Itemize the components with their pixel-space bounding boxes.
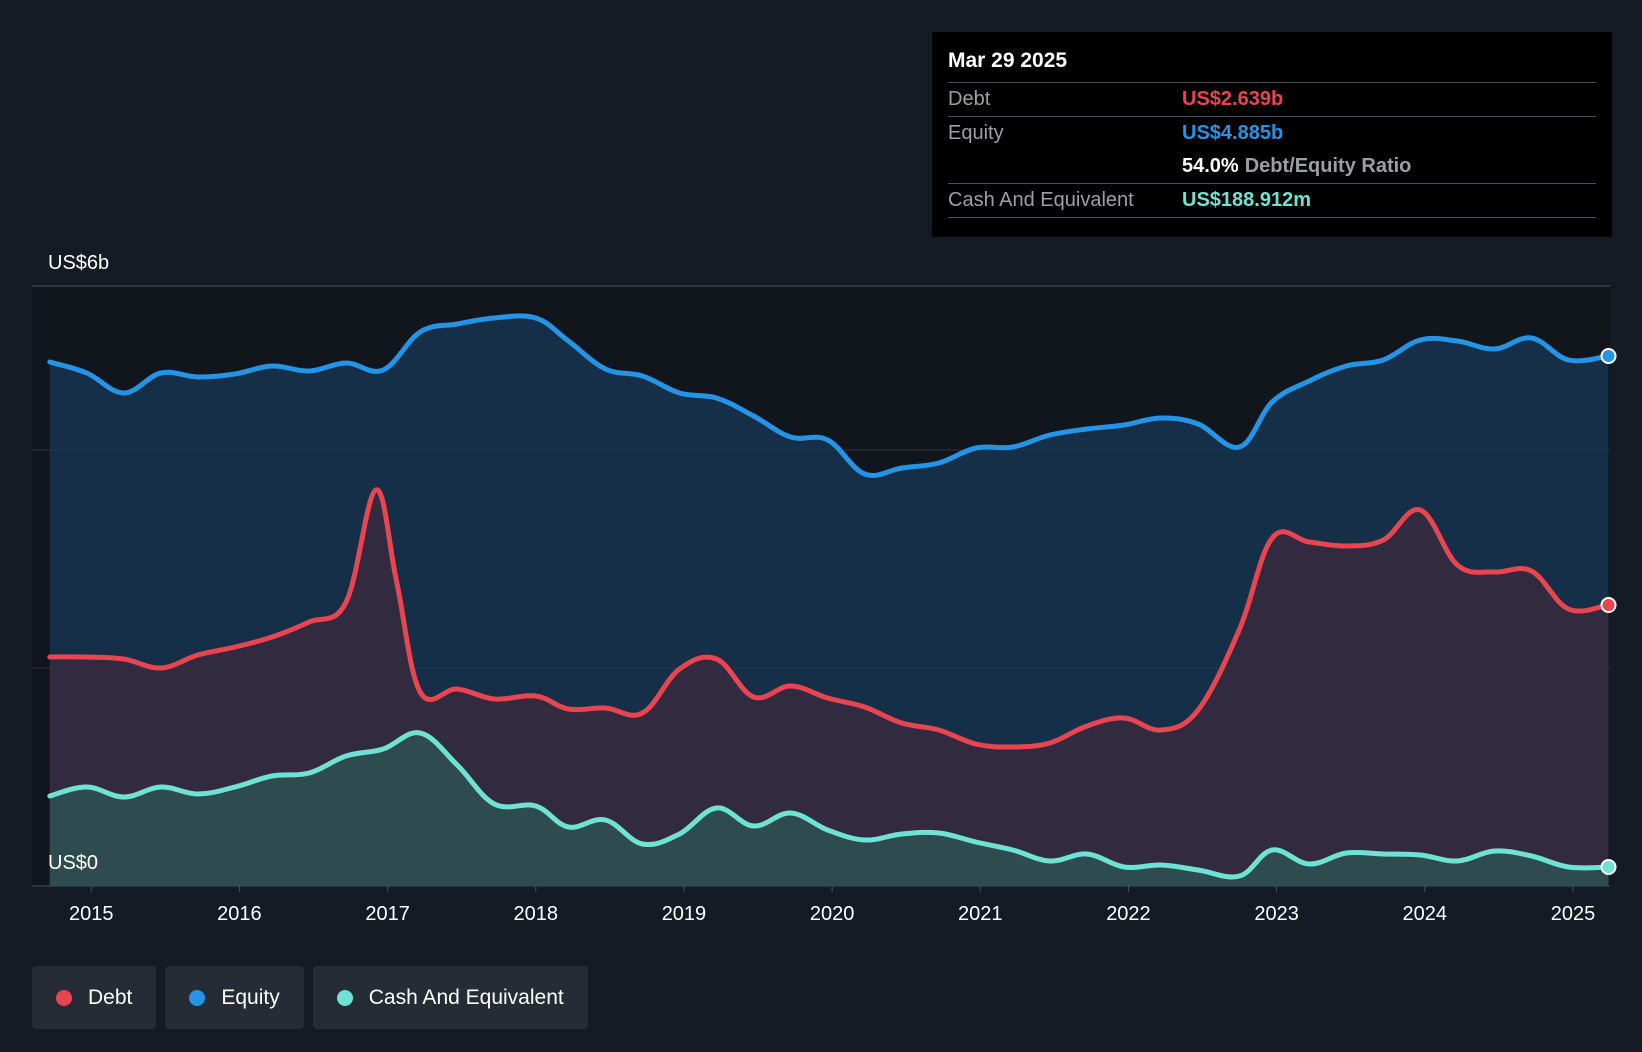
debt-line <box>47 487 1611 750</box>
x-tick-label: 2021 <box>958 903 1003 925</box>
legend-debt-label: Debt <box>88 985 133 1009</box>
tooltip-ratio-label: Debt/Equity Ratio <box>1244 155 1412 177</box>
x-tick-label: 2019 <box>662 903 707 925</box>
x-tick-label: 2015 <box>69 903 114 925</box>
tooltip-ratio-row: 54.0% Debt/Equity Ratio <box>948 150 1596 183</box>
cash-end-marker <box>1600 859 1617 875</box>
tooltip-equity-row: Equity US$4.885b <box>948 116 1596 150</box>
legend-item-equity[interactable]: Equity <box>165 966 304 1029</box>
series-lines <box>47 313 1611 880</box>
tooltip-cash-label: Cash And Equivalent <box>948 189 1134 211</box>
debt-end-marker <box>1600 597 1617 613</box>
x-tick-label: 2023 <box>1254 903 1299 925</box>
tooltip-equity-label: Equity <box>948 122 1004 144</box>
tooltip-cash-row: Cash And Equivalent US$188.912m <box>948 183 1596 217</box>
y-axis-labels: US$6b US$0 <box>48 252 109 874</box>
x-tick-label: 2016 <box>217 903 262 925</box>
legend-cash-dot-icon <box>336 989 353 1006</box>
tooltip-equity-value: US$4.885b <box>1182 122 1284 144</box>
chart-legend: Debt Equity Cash And Equivalent <box>32 966 588 1029</box>
tooltip-date: Mar 29 2025 <box>948 49 1068 72</box>
equity-line <box>47 313 1611 478</box>
tooltip-cash-value: US$188.912m <box>1182 189 1311 211</box>
x-tick-label: 2020 <box>810 903 855 925</box>
x-axis-ticks: 2015 2016 2017 2018 2019 2020 2021 2022 2023 2024… <box>69 886 1595 925</box>
tooltip-debt-row: Debt US$2.639b <box>948 82 1596 116</box>
legend-item-cash[interactable]: Cash And Equivalent <box>312 966 588 1029</box>
y-axis-label: US$6b <box>48 252 109 274</box>
legend-equity-dot-icon <box>189 989 206 1006</box>
legend-cash-label: Cash And Equivalent <box>368 985 564 1009</box>
x-tick-label: 2022 <box>1106 903 1151 925</box>
tooltip-debt-value: US$2.639b <box>1182 88 1284 110</box>
legend-item-debt[interactable]: Debt <box>32 966 157 1029</box>
y-axis-label: US$0 <box>48 852 98 874</box>
series-end-markers <box>1600 348 1617 875</box>
legend-debt-dot-icon <box>56 989 72 1006</box>
x-tick-label: 2017 <box>365 903 410 925</box>
tooltip-ratio-value: 54.0% <box>1182 155 1239 177</box>
legend-equity-label: Equity <box>221 985 280 1009</box>
tooltip-debt-label: Debt <box>948 88 991 110</box>
cash-line <box>47 730 1611 880</box>
cash-area <box>49 732 1609 886</box>
equity-end-marker <box>1600 348 1617 364</box>
x-tick-label: 2018 <box>514 903 559 925</box>
x-tick-label: 2025 <box>1551 903 1596 925</box>
tooltip-panel: Mar 29 2025 Debt US$2.639b Equity US$4.8… <box>932 32 1612 237</box>
x-tick-label: 2024 <box>1403 903 1448 925</box>
